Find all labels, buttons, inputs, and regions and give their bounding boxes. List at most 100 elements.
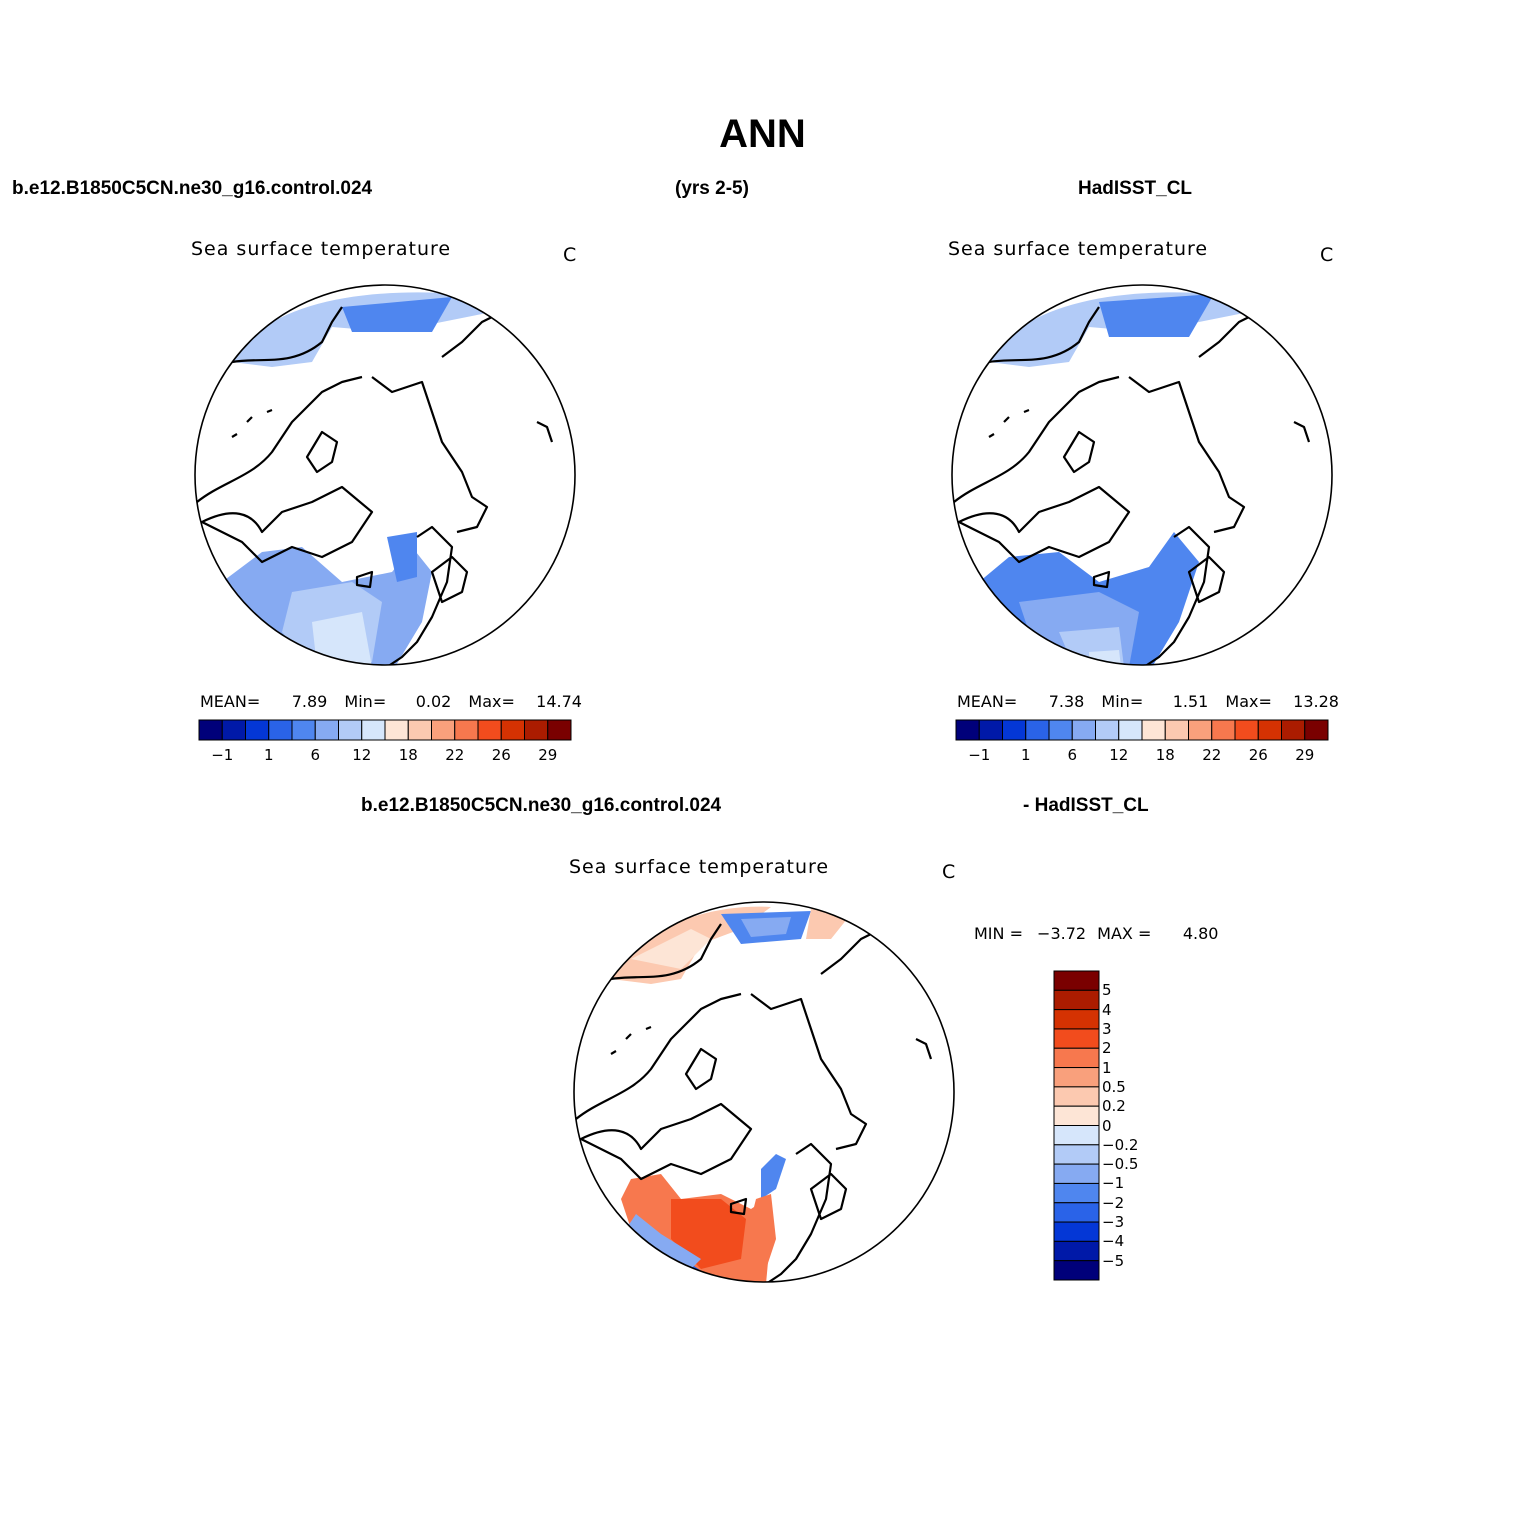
colorbar-box bbox=[384, 719, 409, 741]
diff-obs-header: - HadISST_CL bbox=[1023, 795, 1149, 816]
colorbar-tick-label: 18 bbox=[398, 746, 418, 764]
obs-pacific-sst-cold bbox=[1099, 294, 1214, 337]
colorbar-tick-label: 0.2 bbox=[1102, 1097, 1126, 1116]
colorbar-tick-label: −1 bbox=[968, 746, 991, 764]
colorbar-tick-label: 18 bbox=[1155, 746, 1175, 764]
colorbar-box bbox=[1053, 1047, 1100, 1069]
colorbar-box bbox=[268, 719, 293, 741]
model-stats: MEAN= 7.89 Min= 0.02 Max= 14.74 bbox=[200, 692, 582, 711]
colorbar-box bbox=[1211, 719, 1236, 741]
colorbar-box bbox=[1053, 989, 1100, 1011]
colorbar-box bbox=[1118, 719, 1143, 741]
colorbar-tick-label: 22 bbox=[445, 746, 465, 764]
colorbar-box bbox=[221, 719, 246, 741]
colorbar-box bbox=[1141, 719, 1166, 741]
colorbar-box bbox=[291, 719, 316, 741]
colorbar-tick-label: 6 bbox=[310, 746, 321, 764]
diff-max-label: MAX = bbox=[1097, 924, 1152, 943]
obs-panel-unit: C bbox=[1320, 244, 1334, 266]
diff-max-value: 4.80 bbox=[1182, 924, 1219, 943]
diff-polar-map bbox=[573, 901, 955, 1283]
colorbar-box bbox=[955, 719, 980, 741]
colorbar-box bbox=[1188, 719, 1213, 741]
diff-colorbar bbox=[1053, 970, 1100, 1281]
colorbar-tick-label: −2 bbox=[1102, 1193, 1125, 1212]
model-max-label: Max= bbox=[468, 692, 515, 711]
colorbar-box bbox=[524, 719, 549, 741]
diff-min-label: MIN = bbox=[974, 924, 1023, 943]
colorbar-box bbox=[1053, 1125, 1100, 1146]
colorbar-tick-label: 5 bbox=[1102, 981, 1112, 1000]
colorbar-tick-label: −3 bbox=[1102, 1213, 1125, 1232]
colorbar-tick-label: 29 bbox=[538, 746, 558, 764]
colorbar-box bbox=[1053, 970, 1100, 991]
colorbar-box bbox=[1071, 719, 1096, 741]
obs-polar-map bbox=[951, 284, 1333, 666]
colorbar-box bbox=[1053, 1144, 1100, 1165]
colorbar-tick-label: 0 bbox=[1102, 1116, 1112, 1135]
colorbar-box bbox=[1164, 719, 1189, 741]
colorbar-tick-label: −1 bbox=[1102, 1174, 1125, 1193]
colorbar-box bbox=[547, 719, 572, 741]
colorbar-box bbox=[1025, 719, 1050, 741]
colorbar-tick-label: 12 bbox=[1109, 746, 1129, 764]
colorbar-box bbox=[1053, 1105, 1100, 1126]
model-panel-unit: C bbox=[563, 244, 577, 266]
colorbar-tick-label: 6 bbox=[1067, 746, 1078, 764]
colorbar-box bbox=[1257, 719, 1282, 741]
colorbar-tick-label: 4 bbox=[1102, 1000, 1112, 1019]
colorbar-box bbox=[407, 719, 432, 741]
colorbar-tick-label: −1 bbox=[211, 746, 234, 764]
colorbar-tick-label: −0.5 bbox=[1102, 1155, 1139, 1174]
obs-mean-label: MEAN= bbox=[957, 692, 1018, 711]
colorbar-box bbox=[1095, 719, 1120, 741]
obs-mean-value: 7.38 bbox=[1048, 692, 1085, 711]
obs-max-value: 13.28 bbox=[1293, 692, 1339, 711]
colorbar-box bbox=[1053, 1009, 1100, 1030]
colorbar-tick-label: 26 bbox=[1248, 746, 1268, 764]
colorbar-box bbox=[431, 719, 456, 741]
obs-name-header: HadISST_CL bbox=[1078, 178, 1193, 199]
colorbar-tick-label: 29 bbox=[1295, 746, 1315, 764]
colorbar-box bbox=[1053, 1221, 1100, 1242]
colorbar-box bbox=[338, 719, 363, 741]
colorbar-tick-label: 12 bbox=[352, 746, 372, 764]
colorbar-box bbox=[198, 719, 223, 741]
colorbar-box bbox=[1053, 1202, 1100, 1223]
colorbar-box bbox=[314, 719, 339, 741]
colorbar-box bbox=[1053, 1260, 1100, 1281]
case-name-header: b.e12.B1850C5CN.ne30_g16.control.024 bbox=[12, 178, 373, 199]
colorbar-tick-label: 26 bbox=[491, 746, 511, 764]
colorbar-box bbox=[1304, 719, 1329, 741]
model-polar-map bbox=[194, 284, 576, 666]
colorbar-box bbox=[245, 719, 270, 741]
colorbar-tick-label: −5 bbox=[1102, 1251, 1125, 1270]
colorbar-tick-label: 1 bbox=[263, 746, 274, 764]
model-panel-title: Sea surface temperature bbox=[191, 238, 452, 260]
colorbar-box bbox=[1053, 1086, 1100, 1107]
colorbar-tick-label: −0.2 bbox=[1102, 1135, 1139, 1154]
obs-panel-title: Sea surface temperature bbox=[948, 238, 1209, 260]
colorbar-box bbox=[1048, 719, 1073, 741]
colorbar-tick-label: 2 bbox=[1102, 1039, 1112, 1058]
model-min-value: 0.02 bbox=[415, 692, 452, 711]
obs-min-label: Min= bbox=[1101, 692, 1144, 711]
diff-panel-unit: C bbox=[942, 861, 956, 883]
obs-stats: MEAN= 7.38 Min= 1.51 Max= 13.28 bbox=[957, 692, 1339, 711]
diff-min-value: −3.72 bbox=[1037, 924, 1087, 943]
colorbar-tick-label: −4 bbox=[1102, 1232, 1125, 1251]
colorbar-tick-label: 0.5 bbox=[1102, 1077, 1126, 1096]
colorbar-tick-label: 1 bbox=[1102, 1058, 1112, 1077]
model-min-label: Min= bbox=[344, 692, 387, 711]
obs-min-value: 1.51 bbox=[1172, 692, 1209, 711]
colorbar-tick-label: 22 bbox=[1202, 746, 1222, 764]
colorbar-box bbox=[1053, 1240, 1100, 1262]
colorbar-box bbox=[1053, 1163, 1100, 1184]
colorbar-box bbox=[1002, 719, 1027, 741]
figure-title: ANN bbox=[719, 112, 806, 156]
colorbar-box bbox=[454, 719, 479, 741]
colorbar-box bbox=[1234, 719, 1259, 741]
diff-panel-title: Sea surface temperature bbox=[569, 856, 830, 878]
years-header: (yrs 2-5) bbox=[675, 178, 749, 199]
colorbar-box bbox=[978, 719, 1003, 741]
